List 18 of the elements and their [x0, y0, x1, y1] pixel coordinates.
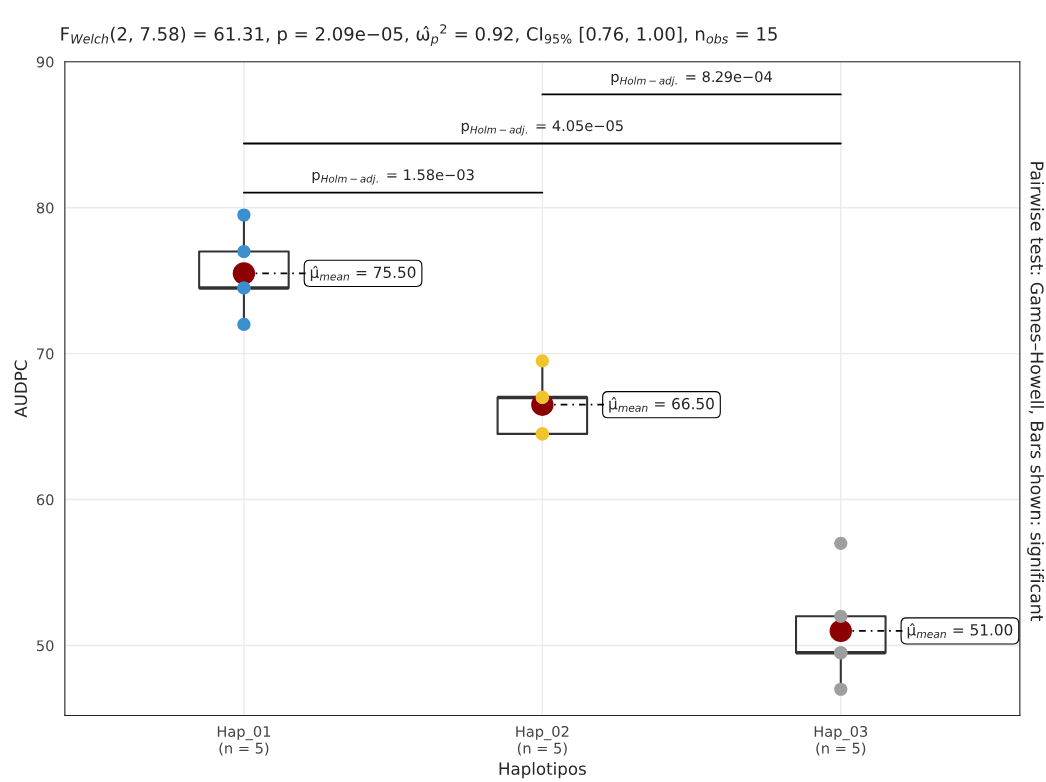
y-tick-label: 70 [37, 348, 54, 360]
annotation: p$_{Holm−adj.}$ = 4.05e−05 [461, 120, 623, 136]
annotation: μ̂$_{mean}$ = 75.50 [310, 265, 416, 282]
x-tick-label: Hap_01 (n = 5) [217, 725, 271, 756]
chart-title: F$_{Welch}$(2, 7.58) = 61.31, p = 2.09e−05, ω̂$_{p}$$^{2}$ = 0.92, CI$_{95%}$ [0.76, 1.00], n$_{obs}$ = 15 [61, 24, 777, 47]
y-tick-label: 50 [37, 640, 54, 652]
annotation: μ̂$_{mean}$ = 66.50 [609, 396, 714, 413]
x-axis-title: Haplotipos [499, 762, 586, 779]
y-axis-title: AUDPC [14, 360, 28, 418]
annotation: p$_{Holm−adj.}$ = 1.58e−03 [312, 169, 474, 185]
y-tick-label: 90 [36, 56, 54, 68]
x-tick-label: Hap_03 (n = 5) [814, 725, 868, 756]
annotation: p$_{Holm−adj.}$ = 8.29e−04 [611, 71, 772, 87]
text: Pairwise test: Games–Howell, Bars shown: significant [1027, 162, 1044, 622]
y-tick-label: 60 [36, 494, 54, 506]
x-tick-label: Hap_02 (n = 5) [516, 725, 569, 756]
annotation: μ̂$_{mean}$ = 51.00 [907, 623, 1013, 639]
y-tick-label: 80 [36, 202, 54, 214]
